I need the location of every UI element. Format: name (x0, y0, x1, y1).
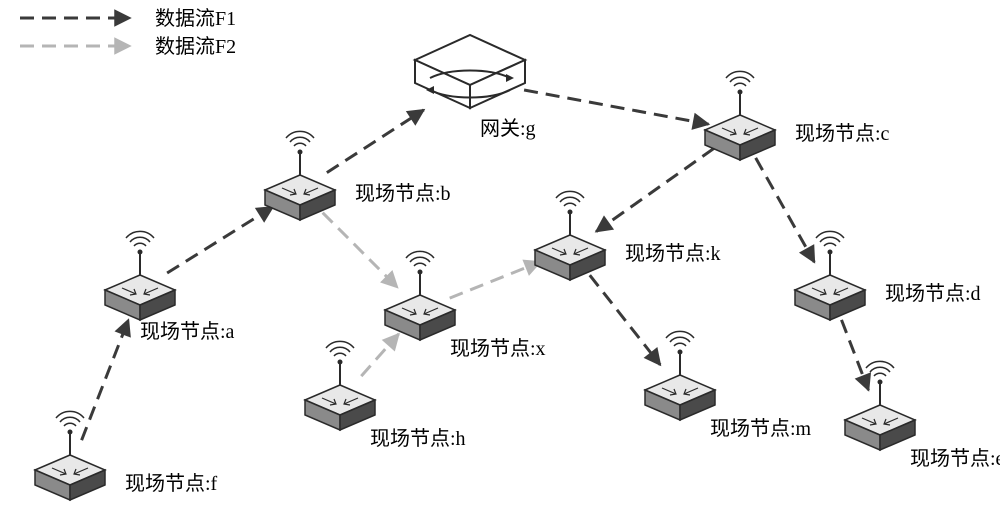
node-label-m: 现场节点:m (710, 417, 812, 440)
node-label-k: 现场节点:k (625, 242, 721, 265)
node-label-x: 现场节点:x (450, 337, 546, 360)
node-f (35, 411, 105, 500)
edge-c-k (596, 148, 714, 231)
edge-b-x (323, 213, 398, 288)
gateway-label: 网关:g (480, 117, 536, 140)
gateway-node (415, 35, 525, 108)
diagram-svg: 现场节点:f 现场节点:a 现场节点:b 现场节点:x 现场节点:h 现场节点:k 现场节点… (0, 0, 1000, 527)
legend-label-f1: 数据流F1 (155, 7, 236, 30)
node-label-h: 现场节点:h (370, 427, 466, 450)
edge-d-e (841, 320, 868, 390)
edge-h-x (361, 334, 398, 376)
node-layer: 现场节点:f 现场节点:a 现场节点:b 现场节点:x 现场节点:h 现场节点:k 现场节点… (35, 35, 1000, 500)
node-e (845, 361, 915, 450)
edge-a-b (167, 207, 273, 273)
edge-k-m (590, 275, 660, 365)
edge-b-g (327, 110, 424, 173)
edge-f-a (82, 320, 129, 440)
node-c (705, 71, 775, 160)
node-label-a: 现场节点:a (140, 320, 235, 343)
legend-label-f2: 数据流F2 (155, 35, 236, 58)
diagram-stage: 现场节点:f 现场节点:a 现场节点:b 现场节点:x 现场节点:h 现场节点:k 现场节点… (0, 0, 1000, 527)
node-label-b: 现场节点:b (355, 182, 451, 205)
node-x (385, 251, 455, 340)
node-label-f: 现场节点:f (125, 472, 218, 495)
node-label-e: 现场节点:e (910, 447, 1000, 470)
edge-g-c (524, 90, 708, 124)
node-k (535, 191, 605, 280)
node-m (645, 331, 715, 420)
node-a (105, 231, 175, 320)
edge-x-k (450, 262, 541, 298)
node-label-d: 现场节点:d (885, 282, 981, 305)
legend: 数据流F1 数据流F2 (20, 7, 236, 58)
node-h (305, 341, 375, 430)
node-label-c: 现场节点:c (795, 122, 890, 145)
node-b (265, 131, 335, 220)
edge-c-d (756, 158, 815, 262)
